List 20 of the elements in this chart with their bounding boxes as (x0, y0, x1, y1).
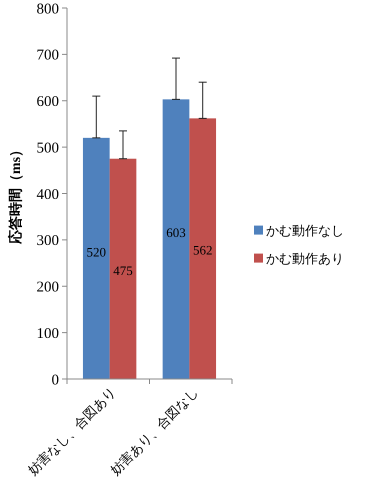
y-axis-title: 応答時間（ms） (7, 142, 24, 246)
data-label: 603 (166, 225, 186, 240)
y-tick-label: 700 (36, 48, 59, 64)
bar (162, 99, 190, 379)
bar (82, 138, 110, 379)
data-label: 475 (113, 262, 133, 278)
data-label: 562 (192, 242, 212, 258)
y-tick-label: 200 (36, 280, 59, 296)
bar (189, 118, 216, 379)
y-tick-label: 100 (36, 326, 59, 342)
data-label: 520 (86, 244, 106, 260)
bar (110, 158, 136, 379)
y-tick-label: 500 (36, 140, 59, 156)
y-tick-label: 600 (36, 94, 59, 110)
y-tick-label: 400 (36, 186, 59, 203)
legend-label: かむ動作あり (266, 251, 344, 266)
legend-label: かむ動作なし (266, 223, 344, 238)
y-tick-label: 800 (36, 1, 59, 18)
y-tick-label: 300 (36, 233, 59, 250)
y-tick-label: 0 (52, 372, 59, 388)
